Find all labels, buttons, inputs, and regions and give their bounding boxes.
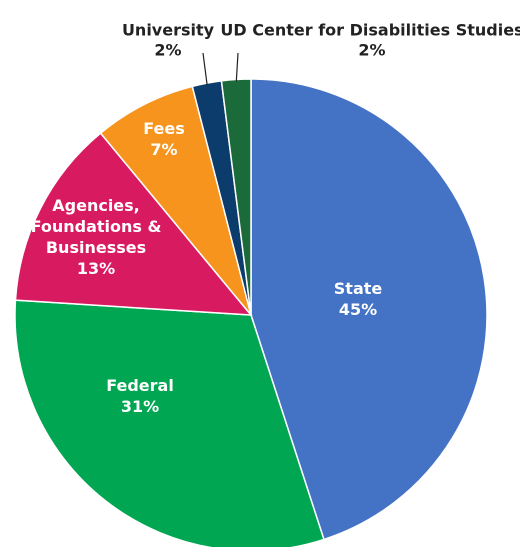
pie-slice-0: [250, 78, 488, 541]
leader-line-4: [202, 52, 208, 86]
leader-line-5: [235, 52, 239, 82]
leader-lines: [202, 52, 239, 86]
slice-label-2-line-1: Foundations &: [31, 217, 162, 236]
slice-label-3-line-0: Fees: [143, 119, 185, 138]
slice-label-1-line-0: Federal: [106, 376, 174, 395]
slice-label-2-line-3: 13%: [77, 259, 115, 278]
slice-labels: State 45% Federal 31% Agencies, Foundations &…: [31, 21, 520, 417]
pie-slice-3: [99, 85, 252, 316]
slice-label-4-line-0: University: [122, 21, 215, 40]
slice-label-0-line-0: State: [334, 279, 383, 298]
pie-slice-1: [14, 299, 325, 547]
slice-label-5-line-0: UD Center for Disabilities Studies: [220, 21, 520, 40]
slice-label-1-line-1: 31%: [121, 397, 159, 416]
slice-label-5-line-1: 2%: [358, 41, 385, 60]
slice-label-0-line-1: 45%: [339, 300, 377, 319]
pie-slices: [14, 78, 488, 547]
pie-slice-2: [14, 132, 253, 316]
slice-label-2-line-2: Businesses: [46, 238, 146, 257]
slice-label-4-line-1: 2%: [154, 41, 181, 60]
slice-label-2-line-0: Agencies,: [52, 196, 140, 215]
slice-label-3-line-1: 7%: [150, 140, 177, 159]
